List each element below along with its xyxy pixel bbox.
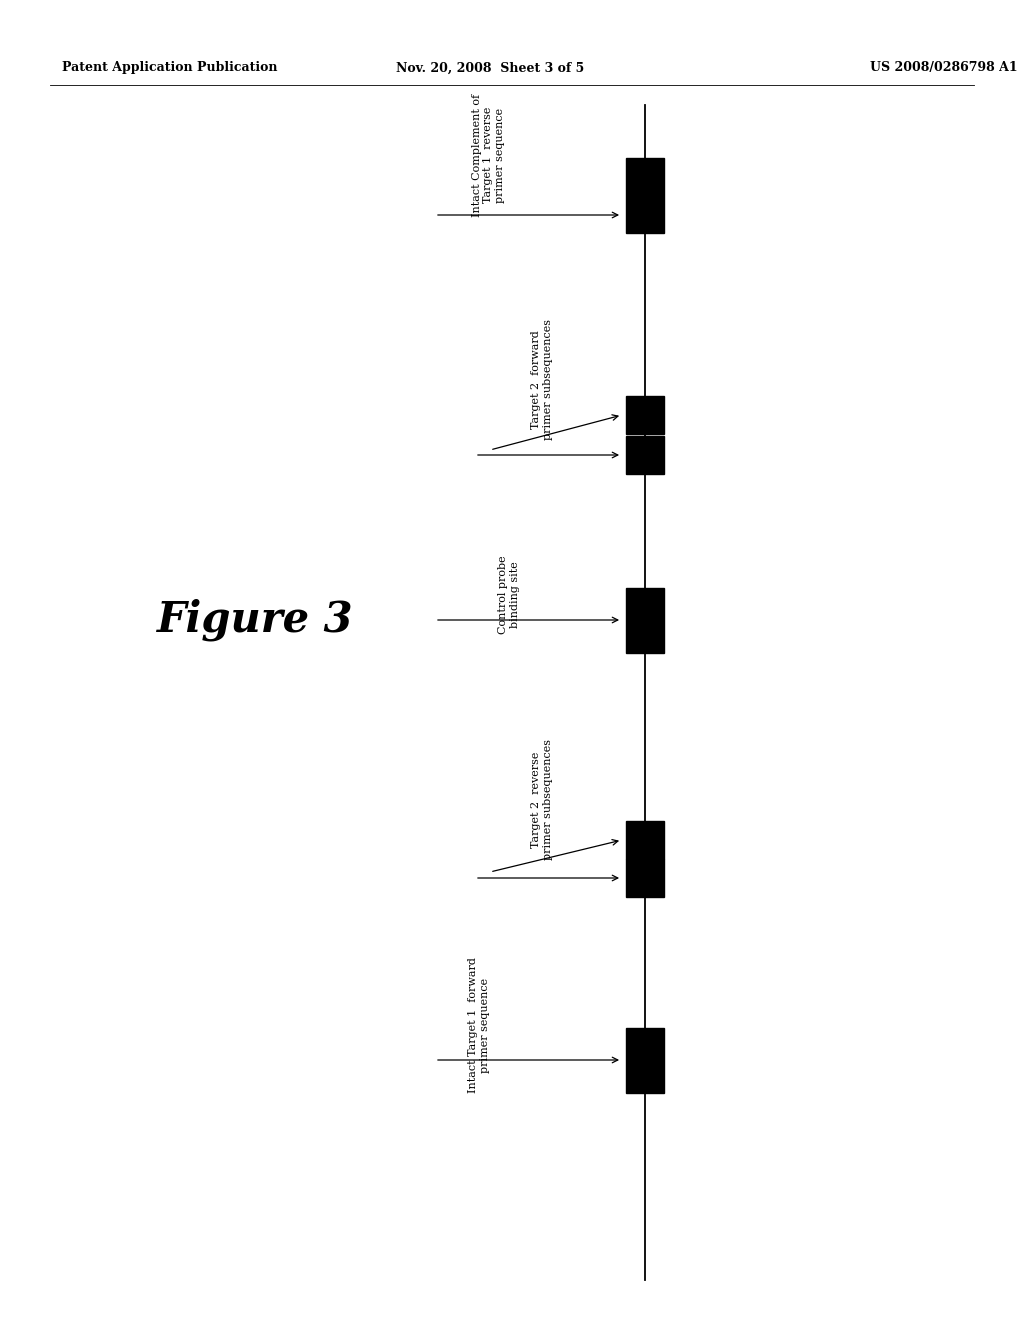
Text: Target 2  reverse
primer subsequences: Target 2 reverse primer subsequences [531, 739, 553, 861]
Bar [626, 396, 664, 434]
Text: Nov. 20, 2008  Sheet 3 of 5: Nov. 20, 2008 Sheet 3 of 5 [396, 62, 584, 74]
Bar [626, 157, 664, 232]
Text: Control probe
binding site: Control probe binding site [499, 556, 520, 635]
Bar [626, 1027, 664, 1093]
Text: US 2008/0286798 A1: US 2008/0286798 A1 [870, 62, 1018, 74]
Text: Intact Target 1  forward
primer sequence: Intact Target 1 forward primer sequence [468, 957, 490, 1093]
Bar [626, 821, 664, 859]
Bar [626, 859, 664, 898]
Bar [626, 436, 664, 474]
Text: Patent Application Publication: Patent Application Publication [62, 62, 278, 74]
Bar [626, 587, 664, 652]
Text: Target 2  forward
primer subsequences: Target 2 forward primer subsequences [531, 319, 553, 441]
Text: Intact Complement of
Target 1  reverse
primer sequence: Intact Complement of Target 1 reverse pr… [472, 94, 505, 216]
Text: Figure 3: Figure 3 [157, 599, 353, 642]
